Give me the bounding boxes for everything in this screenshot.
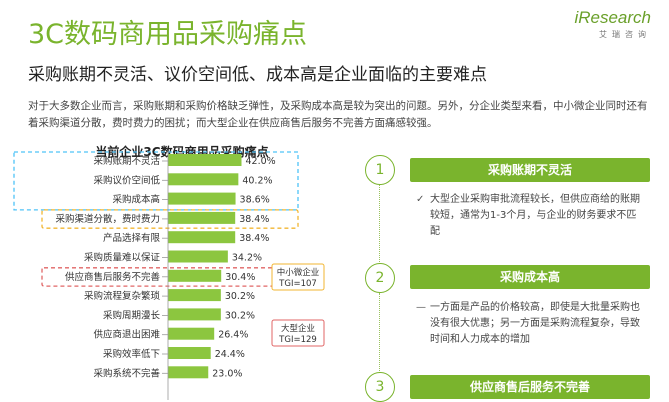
category-label-7: 供应商售后服务不完善 [65, 271, 161, 283]
dash-icon: — [416, 302, 426, 313]
tgi-callout-2-segment: 大型企业 [281, 323, 315, 334]
category-label-6: 采购质量难以保证 [84, 252, 161, 264]
category-label-5: 产品选择有限 [103, 232, 161, 244]
point-2-body: 一方面是产品的价格较高，即使是大批量采购也没有很大优惠；另一方面是采购流程复杂，… [430, 302, 640, 345]
point-2-label: 采购成本高 [410, 265, 650, 289]
bar-10 [168, 327, 215, 340]
bar-5 [168, 231, 236, 244]
value-label-12: 23.0% [212, 368, 242, 379]
tgi-callout-1-segment: 中小微企业 [277, 267, 320, 278]
page-title: 3C数码商用品采购痛点 [28, 19, 308, 50]
bar-11 [168, 347, 211, 359]
value-label-11: 24.4% [215, 349, 245, 360]
point-1-number: 1 [365, 155, 395, 185]
point-3-label: 供应商售后服务不完善 [410, 375, 650, 399]
point-3-number: 3 [365, 372, 395, 402]
bar-12 [168, 366, 209, 379]
value-label-4: 38.4% [239, 214, 269, 225]
category-label-4: 采购渠道分散，费时费力 [55, 213, 160, 225]
point-connector-2 [379, 293, 380, 373]
bar-8 [168, 289, 221, 302]
bar-2 [168, 173, 239, 186]
logo-subtext: 艾瑞咨询 [599, 30, 651, 39]
iresearch-logo: iResearch 艾瑞咨询 [574, 8, 651, 40]
bar-4 [168, 211, 236, 224]
tgi-callout-1-value: TGI=107 [278, 279, 317, 289]
tgi-callout-1 [271, 263, 325, 291]
category-label-8: 采购流程复杂繁琐 [84, 290, 161, 302]
value-label-6: 34.2% [232, 253, 262, 264]
value-label-2: 40.2% [242, 175, 272, 186]
logo-wordmark: iResearch [574, 8, 651, 27]
point-connector-1 [379, 185, 380, 270]
point-2-number: 2 [365, 263, 395, 293]
point-1-text: ✓ 大型企业采购审批流程较长，但供应商给的账期较短，通常为1-3个月，与企业的财… [416, 192, 646, 240]
category-label-11: 采购效率低下 [103, 348, 160, 360]
check-icon: ✓ [416, 194, 425, 205]
bar-9 [168, 308, 221, 321]
value-label-10: 26.4% [218, 330, 248, 341]
category-label-10: 供应商退出困难 [93, 329, 160, 341]
bar-3 [168, 192, 236, 205]
value-label-5: 38.4% [239, 233, 269, 244]
value-label-3: 38.6% [240, 195, 270, 206]
value-label-8: 30.2% [225, 291, 255, 302]
category-label-9: 采购周期漫长 [103, 309, 161, 321]
value-label-9: 30.2% [225, 310, 255, 321]
category-label-3: 采购成本高 [112, 194, 160, 206]
category-label-1: 采购账期不灵活 [93, 155, 160, 167]
point-1-body: 大型企业采购审批流程较长，但供应商给的账期较短，通常为1-3个月，与企业的财务要… [430, 194, 640, 237]
highlight-box-1 [41, 209, 299, 229]
page-description: 对于大多数企业而言，采购账期和采购价格缺乏弹性，及采购成本高是较为突出的问题。另… [28, 100, 648, 129]
bar-7 [168, 269, 222, 282]
bar-6 [168, 250, 228, 263]
point-2-text: — 一方面是产品的价格较高，即使是大批量采购也没有很大优惠；另一方面是采购流程复… [416, 300, 646, 348]
tgi-callout-2-value: TGI=129 [278, 335, 317, 345]
bar-1 [168, 154, 242, 166]
value-label-1: 42.0% [246, 156, 276, 167]
tgi-callout-2 [271, 319, 325, 347]
category-label-2: 采购议价空间低 [93, 174, 160, 186]
category-label-12: 采购系统不完善 [93, 367, 160, 379]
value-label-7: 30.4% [225, 272, 255, 283]
page-subtitle: 采购账期不灵活、议价空间低、成本高是企业面临的主要难点 [28, 65, 487, 85]
point-1-label: 采购账期不灵活 [410, 158, 650, 182]
